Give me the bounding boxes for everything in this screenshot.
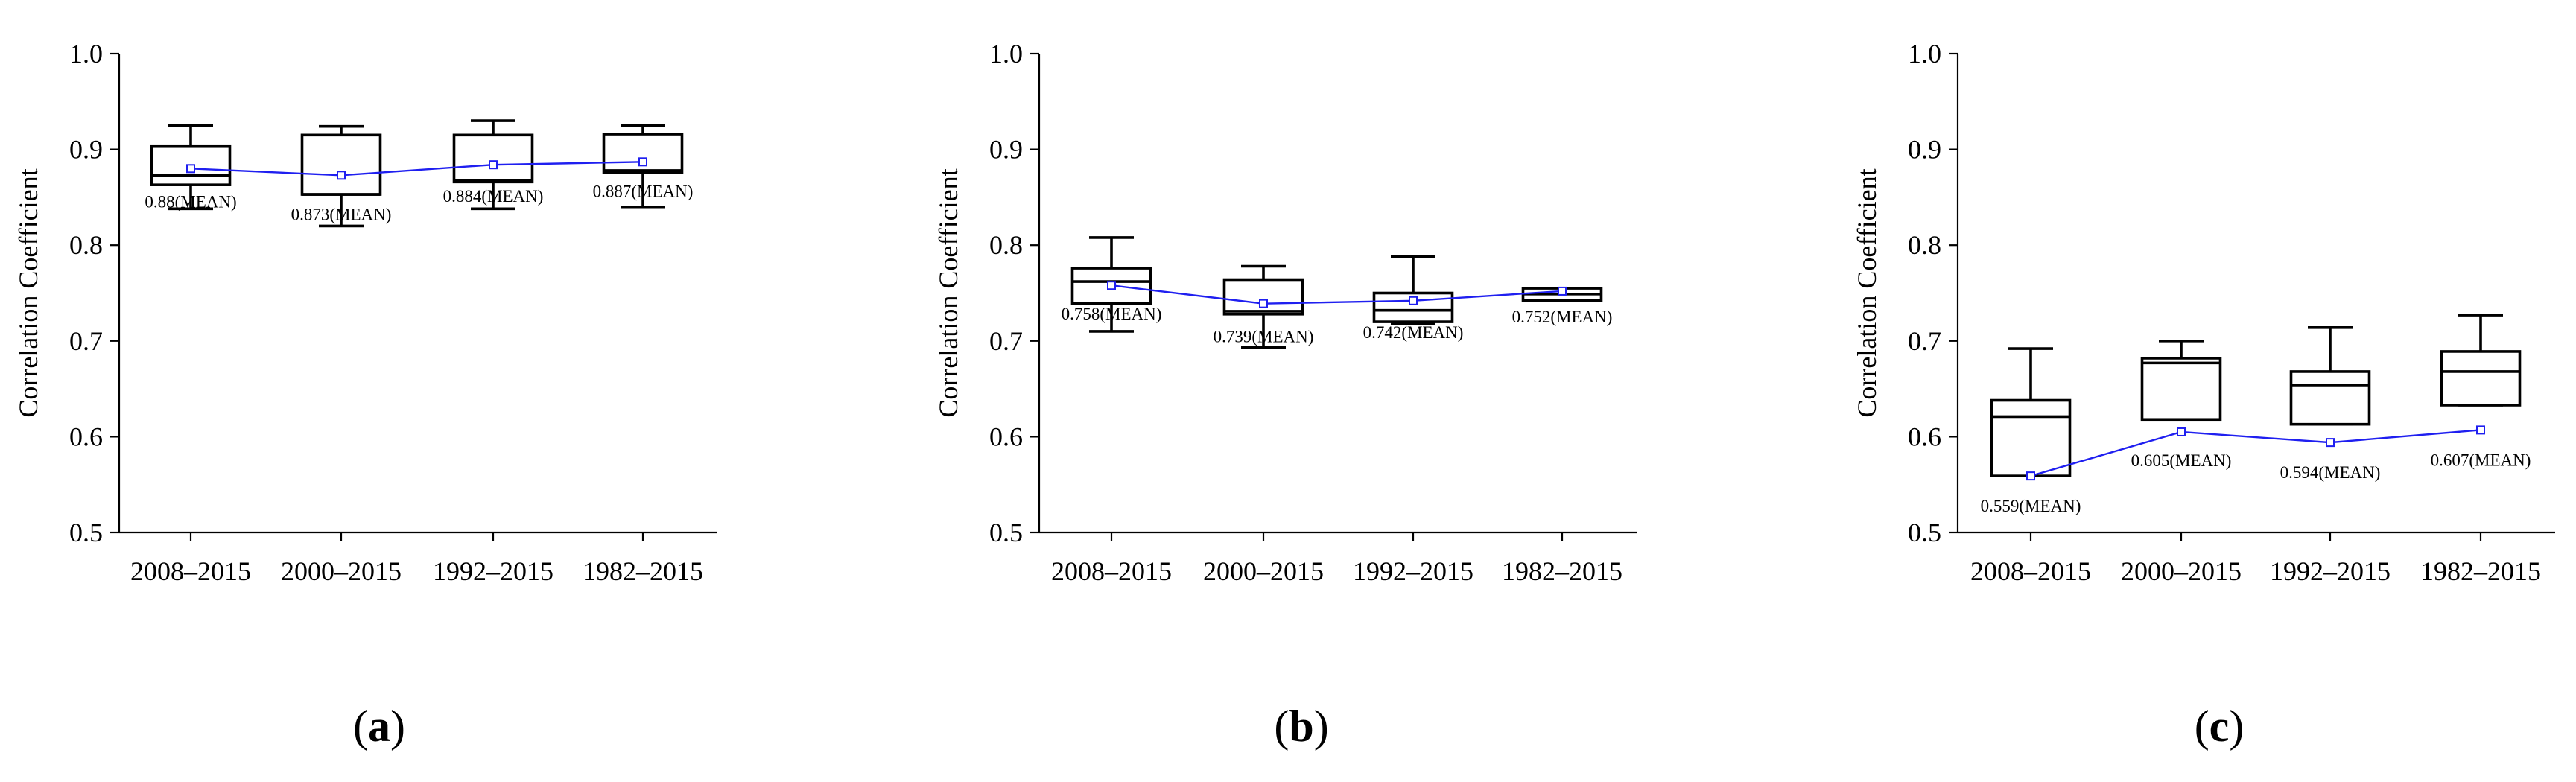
y-tick-label: 0.9	[1908, 135, 1941, 165]
y-axis-label: Correlation Coefficient	[13, 168, 43, 417]
y-tick-label: 0.6	[1908, 422, 1941, 451]
mean-label: 0.607(MEAN)	[2431, 451, 2531, 469]
mean-marker	[489, 160, 498, 170]
mean-marker	[1558, 286, 1567, 296]
mean-marker	[638, 157, 647, 167]
mean-label: 0.887(MEAN)	[593, 182, 694, 200]
y-tick-label: 0.7	[1908, 326, 1941, 356]
box-iqr	[602, 133, 684, 174]
mean-line	[190, 161, 644, 177]
box-iqr	[2289, 370, 2371, 426]
mean-marker	[2177, 427, 2186, 436]
box-2	[2140, 339, 2222, 422]
y-axis-label: Correlation Coefficient	[1852, 168, 1882, 417]
y-tick-label: 0.5	[989, 518, 1023, 547]
y-tick-label: 0.7	[989, 326, 1023, 356]
y-tick-label: 0.8	[989, 230, 1023, 260]
y-tick-label: 0.6	[69, 422, 103, 451]
mean-marker	[2476, 425, 2485, 435]
mean-marker	[1259, 299, 1268, 308]
box-iqr	[300, 133, 382, 196]
mean-marker	[186, 164, 195, 174]
mean-label: 0.752(MEAN)	[1512, 308, 1613, 326]
mean-marker	[2026, 471, 2035, 481]
box-3	[1372, 255, 1454, 325]
y-axis-label: Correlation Coefficient	[933, 168, 963, 417]
mean-label: 0.884(MEAN)	[443, 187, 544, 206]
mean-label: 0.758(MEAN)	[1062, 305, 1162, 323]
x-tick-label: 1982–2015	[1502, 556, 1622, 586]
chart-panel-b: 0.5 0.6 0.7 0.8 0.9 1.0 Correlation Coefficien…	[933, 39, 1637, 751]
mean-label: 0.594(MEAN)	[2280, 463, 2381, 482]
box-3	[452, 119, 534, 211]
y-tick-label: 0.8	[69, 230, 103, 260]
mean-marker	[1107, 281, 1116, 290]
box-iqr	[1222, 278, 1304, 316]
mean-label: 0.873(MEAN)	[291, 205, 392, 223]
box-iqr	[2440, 350, 2522, 407]
box-1	[1990, 347, 2072, 477]
box-2	[1222, 264, 1304, 349]
mean-label: 0.559(MEAN)	[1981, 497, 2081, 515]
x-tick-label: 1992–2015	[1353, 556, 1473, 586]
panel-label: (b)	[1274, 702, 1328, 751]
y-tick-label: 0.5	[1908, 518, 1941, 547]
y-tick-label: 0.7	[69, 326, 103, 356]
mean-label: 0.739(MEAN)	[1214, 328, 1314, 346]
mean-label: 0.88(MEAN)	[145, 192, 236, 211]
box-iqr	[2140, 357, 2222, 422]
y-tick-label: 0.9	[989, 135, 1023, 165]
x-tick-label: 2008–2015	[1051, 556, 1172, 586]
box-iqr	[1372, 291, 1454, 323]
x-tick-label: 1982–2015	[2420, 556, 2541, 586]
mean-label: 0.605(MEAN)	[2131, 451, 2232, 470]
x-tick-label: 2000–2015	[281, 556, 402, 586]
mean-marker	[337, 171, 346, 180]
x-tick-label: 1982–2015	[583, 556, 703, 586]
x-tick-label: 2008–2015	[130, 556, 251, 586]
y-tick-label: 1.0	[69, 39, 103, 69]
y-tick-label: 0.8	[1908, 230, 1941, 260]
mean-marker	[2326, 438, 2335, 448]
x-tick-label: 2000–2015	[2121, 556, 2242, 586]
y-tick-label: 1.0	[989, 39, 1023, 69]
chart-panel-a: 0.5 0.6 0.7 0.8 0.9 1.0 Correlation Coefficien…	[13, 39, 717, 751]
panel-label: (c)	[2195, 702, 2245, 751]
chart-panel-c: 0.5 0.6 0.7 0.8 0.9 1.0 Correlation Coefficien…	[1852, 39, 2555, 751]
y-tick-label: 0.9	[69, 135, 103, 165]
box-iqr	[1990, 398, 2072, 477]
x-tick-label: 1992–2015	[2270, 556, 2391, 586]
box-iqr	[452, 133, 534, 184]
box-3	[2289, 325, 2371, 426]
y-tick-label: 0.5	[69, 518, 103, 547]
x-tick-label: 1992–2015	[433, 556, 553, 586]
x-tick-label: 2000–2015	[1203, 556, 1324, 586]
box-4	[2440, 314, 2522, 407]
y-tick-label: 0.6	[989, 422, 1023, 451]
mean-line	[1111, 284, 1563, 305]
mean-marker	[1409, 296, 1418, 305]
mean-line	[2030, 429, 2481, 477]
y-tick-label: 1.0	[1908, 39, 1941, 69]
panel-label: (a)	[353, 702, 405, 751]
box-2	[300, 124, 382, 228]
mean-label: 0.742(MEAN)	[1363, 323, 1464, 342]
x-tick-label: 2008–2015	[1970, 556, 2091, 586]
